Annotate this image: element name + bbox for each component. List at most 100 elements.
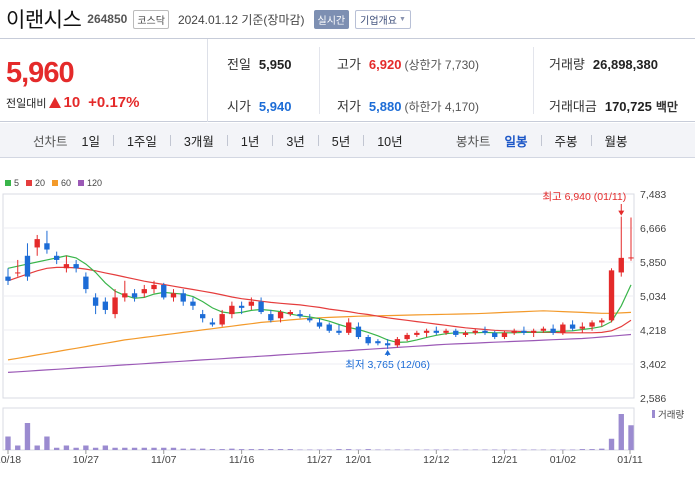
change-percent: +0.17% — [88, 94, 140, 111]
line-chart-label: 선차트 — [33, 134, 68, 149]
price-change: 전일대비 10 +0.17% — [6, 94, 139, 111]
stat-amount: 거래대금 170,725 백만 — [549, 96, 678, 115]
chart-canvas: 7,483 6,666 5,850 5,034 4,218 3,402 2,586 10/18… — [0, 189, 684, 466]
tab-5y[interactable]: 5년 — [331, 134, 351, 149]
candle-body — [112, 297, 118, 315]
legend-label: 5 — [14, 178, 20, 188]
y-tick-label: 7,483 — [640, 189, 666, 201]
candle-body — [102, 301, 109, 310]
volume-bar — [530, 449, 537, 451]
candle-body — [316, 322, 323, 327]
volume-legend-swatch — [652, 410, 655, 418]
volume-bar — [151, 447, 157, 450]
tab-daily[interactable]: 일봉 — [504, 134, 528, 149]
price-stats: 전일 5,950 고가 6,920 (상한가 7,730) 거래량 26,898,380… — [207, 39, 695, 122]
stat-divider — [533, 47, 534, 114]
stock-name: 이랜시스 — [6, 9, 82, 32]
volume-bar — [443, 449, 449, 451]
volume-bar — [229, 448, 235, 450]
stat-value: 5,950 — [258, 57, 292, 72]
stat-label: 고가 — [337, 57, 361, 72]
volume-bar — [599, 448, 605, 450]
y-tick-label: 4,218 — [640, 325, 666, 337]
tab-divider — [112, 134, 114, 146]
tab-3m[interactable]: 3개월 — [183, 134, 214, 149]
candle-body — [365, 337, 371, 344]
candle-body — [326, 324, 332, 331]
lower-limit: (하한가 4,170) — [404, 100, 479, 114]
volume-bar — [287, 449, 293, 450]
stat-value: 170,725 — [604, 99, 652, 114]
candle-chart-label: 봉차트 — [456, 134, 491, 149]
candlestick-chart[interactable]: 5 20 60 120 7,483 6,666 5,850 5,034 4,218 3,4… — [0, 158, 695, 481]
candle-body — [346, 322, 352, 333]
volume-bar — [307, 449, 313, 451]
candle-body — [579, 326, 586, 329]
tab-1d[interactable]: 1일 — [81, 134, 100, 149]
volume-bar — [375, 449, 381, 451]
up-triangle-icon — [49, 97, 62, 108]
candle-body — [414, 332, 420, 335]
tab-10y[interactable]: 10년 — [377, 134, 403, 149]
legend-label: 60 — [61, 178, 72, 188]
tab-divider — [363, 134, 365, 146]
volume-bar — [608, 438, 615, 450]
line-chart-tabs: 선차트 1일 1주일 3개월 1년 3년 5년 10년 — [33, 131, 416, 150]
candle-body — [628, 257, 634, 259]
volume-bar — [628, 425, 634, 450]
candle-body — [190, 301, 196, 306]
volume-bar — [44, 436, 50, 450]
stat-label: 전일 — [227, 57, 251, 72]
volume-bar — [414, 449, 420, 451]
tab-monthly[interactable]: 월봉 — [604, 134, 628, 149]
volume-bar — [560, 449, 566, 451]
legend-swatch — [5, 180, 11, 186]
candle-body — [122, 293, 128, 298]
tab-1y[interactable]: 1년 — [240, 134, 260, 149]
legend-swatch — [26, 180, 33, 186]
volume-bar — [521, 449, 527, 451]
x-tick-label: 01/02 — [550, 454, 576, 466]
volume-bar — [200, 448, 206, 450]
stat-volume: 거래량 26,898,380 — [549, 54, 658, 73]
stat-value: 6,920 — [368, 57, 402, 72]
volume-bar — [482, 449, 488, 451]
stat-high: 고가 6,920 (상한가 7,730) — [337, 54, 479, 73]
volume-bar — [24, 423, 31, 450]
tab-weekly[interactable]: 주봉 — [554, 134, 578, 149]
candle-body — [63, 264, 70, 269]
candle-body — [180, 293, 186, 302]
company-info-button[interactable]: 기업개요 ▼ — [355, 9, 411, 29]
candle-body — [5, 276, 11, 281]
x-tick-label: 10/27 — [73, 454, 99, 466]
candle-body — [550, 328, 556, 333]
volume-bar — [384, 449, 391, 451]
x-tick-label: 12/21 — [491, 454, 517, 466]
volume-bar — [589, 449, 595, 450]
candle-body — [384, 343, 391, 346]
realtime-button[interactable]: 실시간 — [313, 9, 350, 29]
candle-body — [433, 330, 439, 333]
candle-body — [297, 314, 303, 317]
ma-legend: 5 20 60 120 — [5, 178, 102, 188]
volume-bar — [579, 449, 586, 450]
legend-label: 120 — [87, 178, 103, 188]
y-tick-label: 3,402 — [640, 359, 666, 371]
x-tick-label: 10/18 — [0, 454, 21, 466]
candle-body — [599, 320, 605, 323]
stat-label: 시가 — [227, 99, 251, 114]
tab-3y[interactable]: 3년 — [286, 134, 305, 149]
chart-period-tabs: 선차트 1일 1주일 3개월 1년 3년 5년 10년 봉차트 일봉 주봉 월봉 — [0, 123, 695, 158]
volume-bar — [462, 449, 469, 451]
volume-bar — [346, 449, 352, 450]
candle-body — [73, 264, 79, 269]
candle-body — [394, 339, 401, 346]
stat-value: 5,880 — [368, 99, 402, 114]
candle-body — [560, 324, 566, 333]
candle-body — [501, 332, 508, 338]
candle-body — [375, 341, 381, 344]
candle-body — [423, 330, 430, 333]
volume-bar — [219, 449, 225, 450]
tab-1w[interactable]: 1주일 — [126, 134, 157, 149]
volume-bar — [277, 449, 284, 450]
